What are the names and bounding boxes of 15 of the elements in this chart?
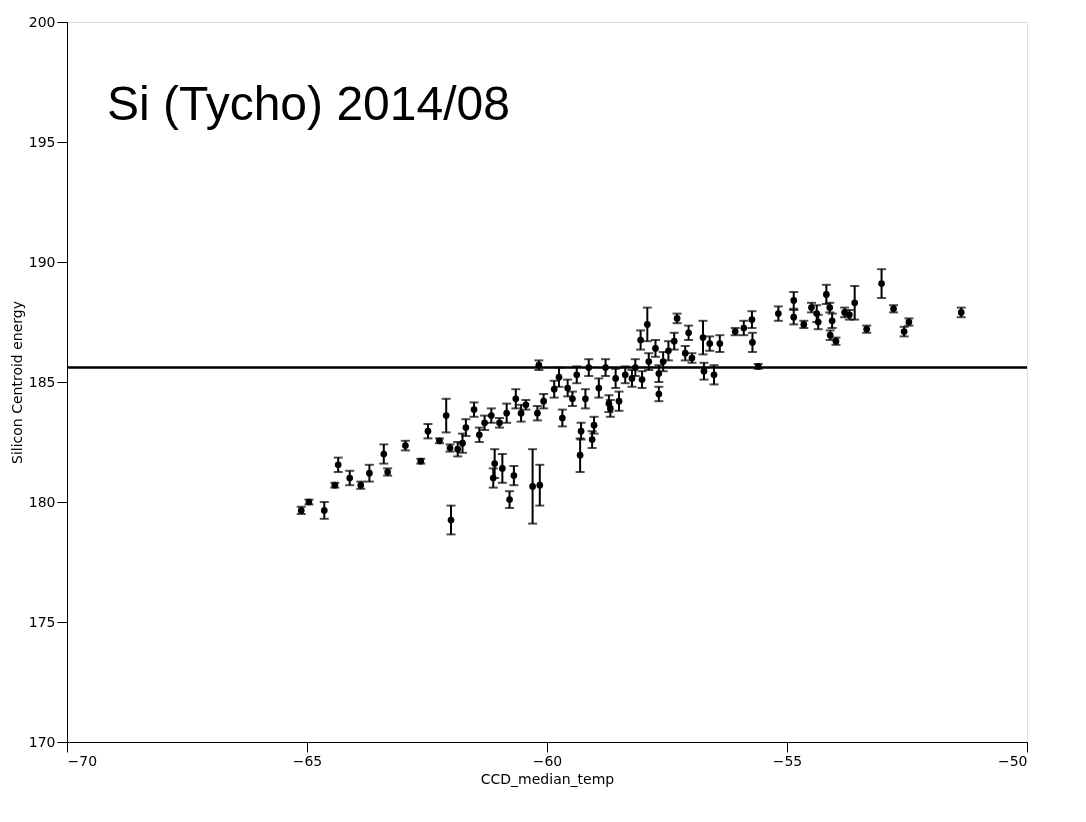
y-axis-title: Silicon Centroid energy: [8, 301, 25, 464]
annotation: Si (Tycho) 2014/08: [107, 77, 510, 130]
y-tick-label: 190: [28, 253, 56, 270]
y-tick-label: 195: [28, 133, 56, 150]
x-tick-label: −55: [772, 752, 803, 769]
x-axis-title: CCD_median_temp: [480, 770, 615, 787]
y-tick-label: 200: [28, 13, 56, 30]
y-tick-label: 170: [28, 733, 56, 750]
y-tick-label: 175: [28, 613, 56, 630]
y-tick-label: 180: [28, 493, 56, 510]
y-tick-label: 185: [28, 373, 56, 390]
x-tick-label: −65: [292, 752, 323, 769]
x-tick-label: −50: [997, 752, 1028, 769]
x-tick-label: −60: [532, 752, 563, 769]
x-tick-label: −70: [67, 752, 98, 769]
